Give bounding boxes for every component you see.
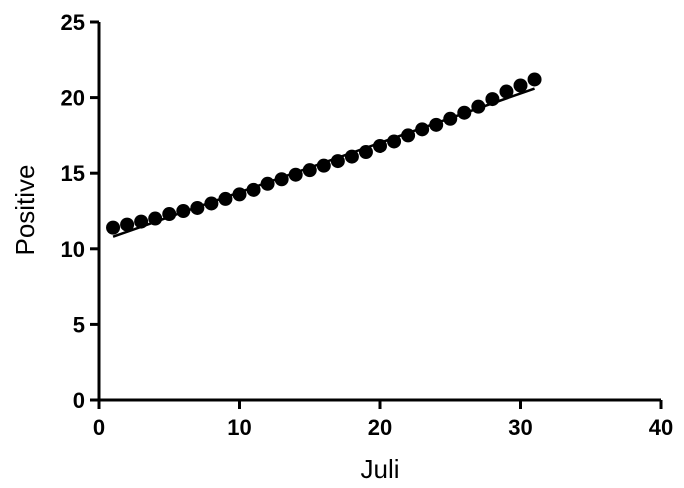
data-point — [485, 92, 500, 107]
data-point — [288, 167, 303, 182]
y-tick-label: 10 — [61, 237, 85, 262]
data-point — [302, 163, 317, 178]
y-tick-label: 0 — [73, 388, 85, 413]
data-point — [387, 134, 402, 149]
data-point — [190, 200, 205, 215]
x-tick-label: 0 — [93, 415, 105, 440]
data-point — [330, 154, 345, 169]
data-point — [443, 111, 458, 126]
y-tick-label: 15 — [61, 161, 85, 186]
x-tick-label: 40 — [649, 415, 673, 440]
data-point — [499, 84, 514, 99]
data-point — [120, 217, 135, 232]
x-axis-label: Juli — [360, 454, 399, 484]
data-point — [513, 78, 528, 93]
data-point — [218, 191, 233, 206]
data-point — [134, 214, 149, 229]
data-point — [148, 211, 163, 226]
data-point — [373, 138, 387, 153]
data-points — [106, 72, 542, 235]
data-point — [471, 99, 486, 114]
data-point — [246, 182, 261, 197]
data-point — [401, 128, 416, 143]
data-point — [260, 176, 275, 191]
data-point — [344, 149, 359, 164]
axes: 0 5 10 15 20 25 0 10 20 30 40 — [61, 10, 674, 440]
data-point — [106, 220, 121, 235]
x-tick-label: 20 — [368, 415, 392, 440]
data-point — [232, 187, 247, 202]
data-point — [204, 196, 219, 211]
data-point — [316, 158, 331, 173]
y-tick-label: 25 — [61, 10, 85, 35]
y-axis-label: Positive — [10, 164, 40, 255]
data-point — [274, 172, 289, 187]
y-tick-label: 20 — [61, 86, 85, 111]
data-point — [358, 145, 373, 160]
data-point — [429, 117, 444, 132]
y-tick-label: 5 — [73, 312, 85, 337]
x-tick-label: 30 — [508, 415, 532, 440]
data-point — [415, 122, 430, 137]
data-point — [457, 105, 472, 120]
data-point — [527, 72, 542, 87]
x-tick-label: 10 — [227, 415, 251, 440]
data-point — [176, 204, 191, 218]
data-point — [162, 207, 177, 222]
